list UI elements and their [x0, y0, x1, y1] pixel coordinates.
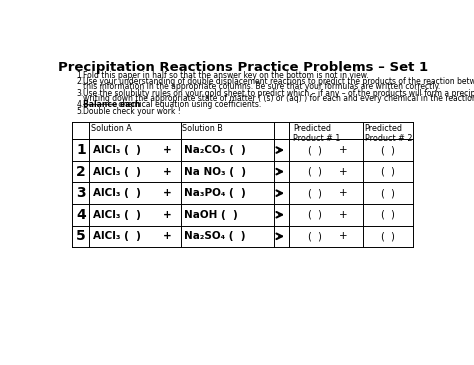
Text: Na₃PO₄ (  ): Na₃PO₄ ( )	[184, 188, 246, 198]
Text: 3.: 3.	[76, 89, 83, 98]
Text: (  ): ( )	[308, 145, 321, 155]
Text: (  ): ( )	[381, 188, 395, 198]
Text: this information in the appropriate columns. Be sure that your formulas are writ: this information in the appropriate colu…	[83, 82, 440, 91]
Text: AlCl₃ (  ): AlCl₃ ( )	[92, 145, 140, 155]
Text: Use your understanding of double displacement reactions to predict the products : Use your understanding of double displac…	[83, 77, 474, 86]
Text: Predicted
Product # 2: Predicted Product # 2	[365, 124, 412, 143]
Text: 5: 5	[76, 229, 86, 243]
Text: 4.: 4.	[76, 100, 83, 110]
Text: +: +	[339, 166, 347, 177]
Text: (  ): ( )	[308, 188, 321, 198]
Text: Balance each: Balance each	[83, 100, 141, 110]
Text: (  ): ( )	[308, 166, 321, 177]
Text: 4: 4	[76, 208, 86, 222]
Text: (  ): ( )	[381, 145, 395, 155]
Text: +: +	[163, 188, 171, 198]
Text: +: +	[163, 166, 171, 177]
Text: Double check your work !: Double check your work !	[83, 107, 181, 116]
Text: Fold this paper in half so that the answer key on the bottom is not in view.: Fold this paper in half so that the answ…	[83, 71, 369, 80]
Text: chemical equation using coefficients.: chemical equation using coefficients.	[116, 100, 261, 110]
Text: 2.: 2.	[76, 77, 83, 86]
Text: AlCl₃ (  ): AlCl₃ ( )	[92, 166, 140, 177]
Text: writing down the appropriate state of matter ( (s) or (aq) ) for each and every : writing down the appropriate state of ma…	[83, 94, 474, 103]
Text: +: +	[339, 210, 347, 220]
Text: Solution B: Solution B	[182, 124, 223, 133]
Text: NaOH (  ): NaOH ( )	[184, 210, 238, 220]
Text: Solution A: Solution A	[91, 124, 132, 133]
Text: Na₂CO₃ (  ): Na₂CO₃ ( )	[184, 145, 246, 155]
Text: (  ): ( )	[308, 210, 321, 220]
Text: Na NO₃ (  ): Na NO₃ ( )	[184, 166, 246, 177]
Text: Na₂SO₄ (  ): Na₂SO₄ ( )	[184, 231, 246, 241]
Text: 2: 2	[76, 165, 86, 178]
Text: 1.: 1.	[76, 71, 83, 80]
Text: Predicted
Product # 1: Predicted Product # 1	[293, 124, 341, 143]
Text: (  ): ( )	[381, 210, 395, 220]
Text: +: +	[339, 231, 347, 241]
Text: (  ): ( )	[381, 166, 395, 177]
Text: 1: 1	[76, 143, 86, 157]
Text: AlCl₃ (  ): AlCl₃ ( )	[92, 188, 140, 198]
Text: AlCl₃ (  ): AlCl₃ ( )	[92, 231, 140, 241]
Text: AlCl₃ (  ): AlCl₃ ( )	[92, 210, 140, 220]
Text: +: +	[163, 231, 171, 241]
Text: 5.: 5.	[76, 107, 83, 116]
Text: +: +	[163, 145, 171, 155]
Text: +: +	[339, 188, 347, 198]
Text: +: +	[163, 210, 171, 220]
Text: 3: 3	[76, 186, 86, 200]
Text: (  ): ( )	[381, 231, 395, 241]
Text: (  ): ( )	[308, 231, 321, 241]
Text: Precipitation Reactions Practice Problems – Set 1: Precipitation Reactions Practice Problem…	[58, 61, 428, 74]
Text: Use the solubility rules on your gold sheet to predict which – if any – of the p: Use the solubility rules on your gold sh…	[83, 89, 474, 98]
Text: +: +	[339, 145, 347, 155]
